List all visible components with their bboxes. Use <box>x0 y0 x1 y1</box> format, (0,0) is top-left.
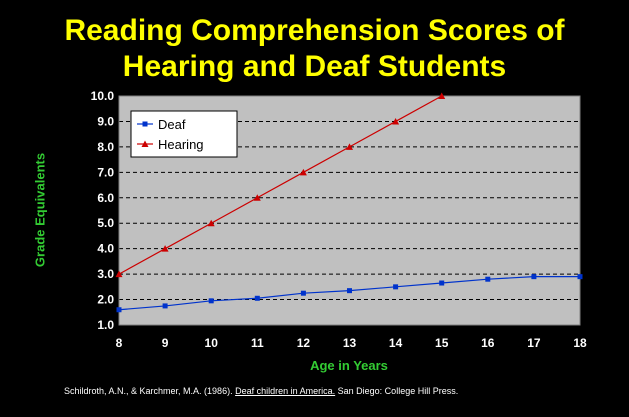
y-tick-label: 4.0 <box>97 242 114 256</box>
plot-border <box>118 95 581 326</box>
data-point-deaf <box>208 298 214 304</box>
citation: Schildroth, A.N., & Karchmer, M.A. (1986… <box>64 386 458 396</box>
data-point-deaf <box>162 303 168 309</box>
x-axis-title: Age in Years <box>310 358 388 373</box>
data-point-hearing <box>161 245 169 252</box>
x-tick-label: 13 <box>343 336 357 350</box>
legend-box <box>130 110 238 158</box>
legend-marker-deaf <box>142 121 148 127</box>
data-point-deaf <box>531 274 537 280</box>
y-tick-label: 8.0 <box>97 140 114 154</box>
x-tick-label: 14 <box>389 336 403 350</box>
x-tick-label: 17 <box>527 336 541 350</box>
data-point-deaf <box>577 274 583 280</box>
data-point-hearing <box>299 168 307 176</box>
data-point-deaf <box>300 290 306 296</box>
data-point-deaf <box>254 295 260 301</box>
x-tick-label: 11 <box>251 336 264 350</box>
data-point-hearing <box>438 92 446 99</box>
data-point-hearing <box>346 143 353 150</box>
legend-marker-hearing <box>141 140 149 147</box>
data-point-hearing <box>115 270 123 278</box>
y-tick-label: 3.0 <box>97 267 114 281</box>
x-tick-label: 9 <box>162 336 169 350</box>
citation-book: Deaf children in America. <box>235 386 336 396</box>
x-tick-label: 8 <box>116 336 123 350</box>
y-tick-label: 6.0 <box>97 191 114 205</box>
data-point-deaf <box>116 307 122 313</box>
chart-title-line-2: Hearing and Deaf Students <box>122 50 507 83</box>
citation-publisher: San Diego: College Hill Press. <box>337 386 459 396</box>
x-tick-label: 18 <box>573 336 587 350</box>
data-point-hearing <box>207 219 215 227</box>
y-tick-label: 2.0 <box>97 293 114 307</box>
data-point-deaf <box>485 276 491 282</box>
y-tick-label: 1.0 <box>97 318 114 332</box>
data-point-deaf <box>347 288 352 294</box>
x-tick-label: 16 <box>481 336 495 350</box>
chart-title-line-1: Reading Comprehension Scores of <box>64 14 565 47</box>
series-line-hearing <box>118 95 442 275</box>
x-tick-label: 10 <box>205 336 219 350</box>
x-tick-label: 12 <box>297 336 311 350</box>
y-tick-label: 9.0 <box>97 114 114 128</box>
legend-label-hearing: Hearing <box>158 137 204 152</box>
data-point-deaf <box>439 280 445 286</box>
y-axis-title: Grade Equivalents <box>32 152 48 268</box>
data-point-deaf <box>393 284 399 290</box>
data-point-hearing <box>392 117 400 125</box>
x-tick-label: 15 <box>435 336 449 350</box>
y-tick-label: 7.0 <box>97 165 114 179</box>
y-tick-label: 5.0 <box>97 216 114 230</box>
data-point-hearing <box>253 194 261 201</box>
citation-authors: Schildroth, A.N., & Karchmer, M.A. (1986… <box>64 386 233 396</box>
y-tick-label: 10.0 <box>91 89 115 103</box>
legend-label-deaf: Deaf <box>158 117 186 132</box>
